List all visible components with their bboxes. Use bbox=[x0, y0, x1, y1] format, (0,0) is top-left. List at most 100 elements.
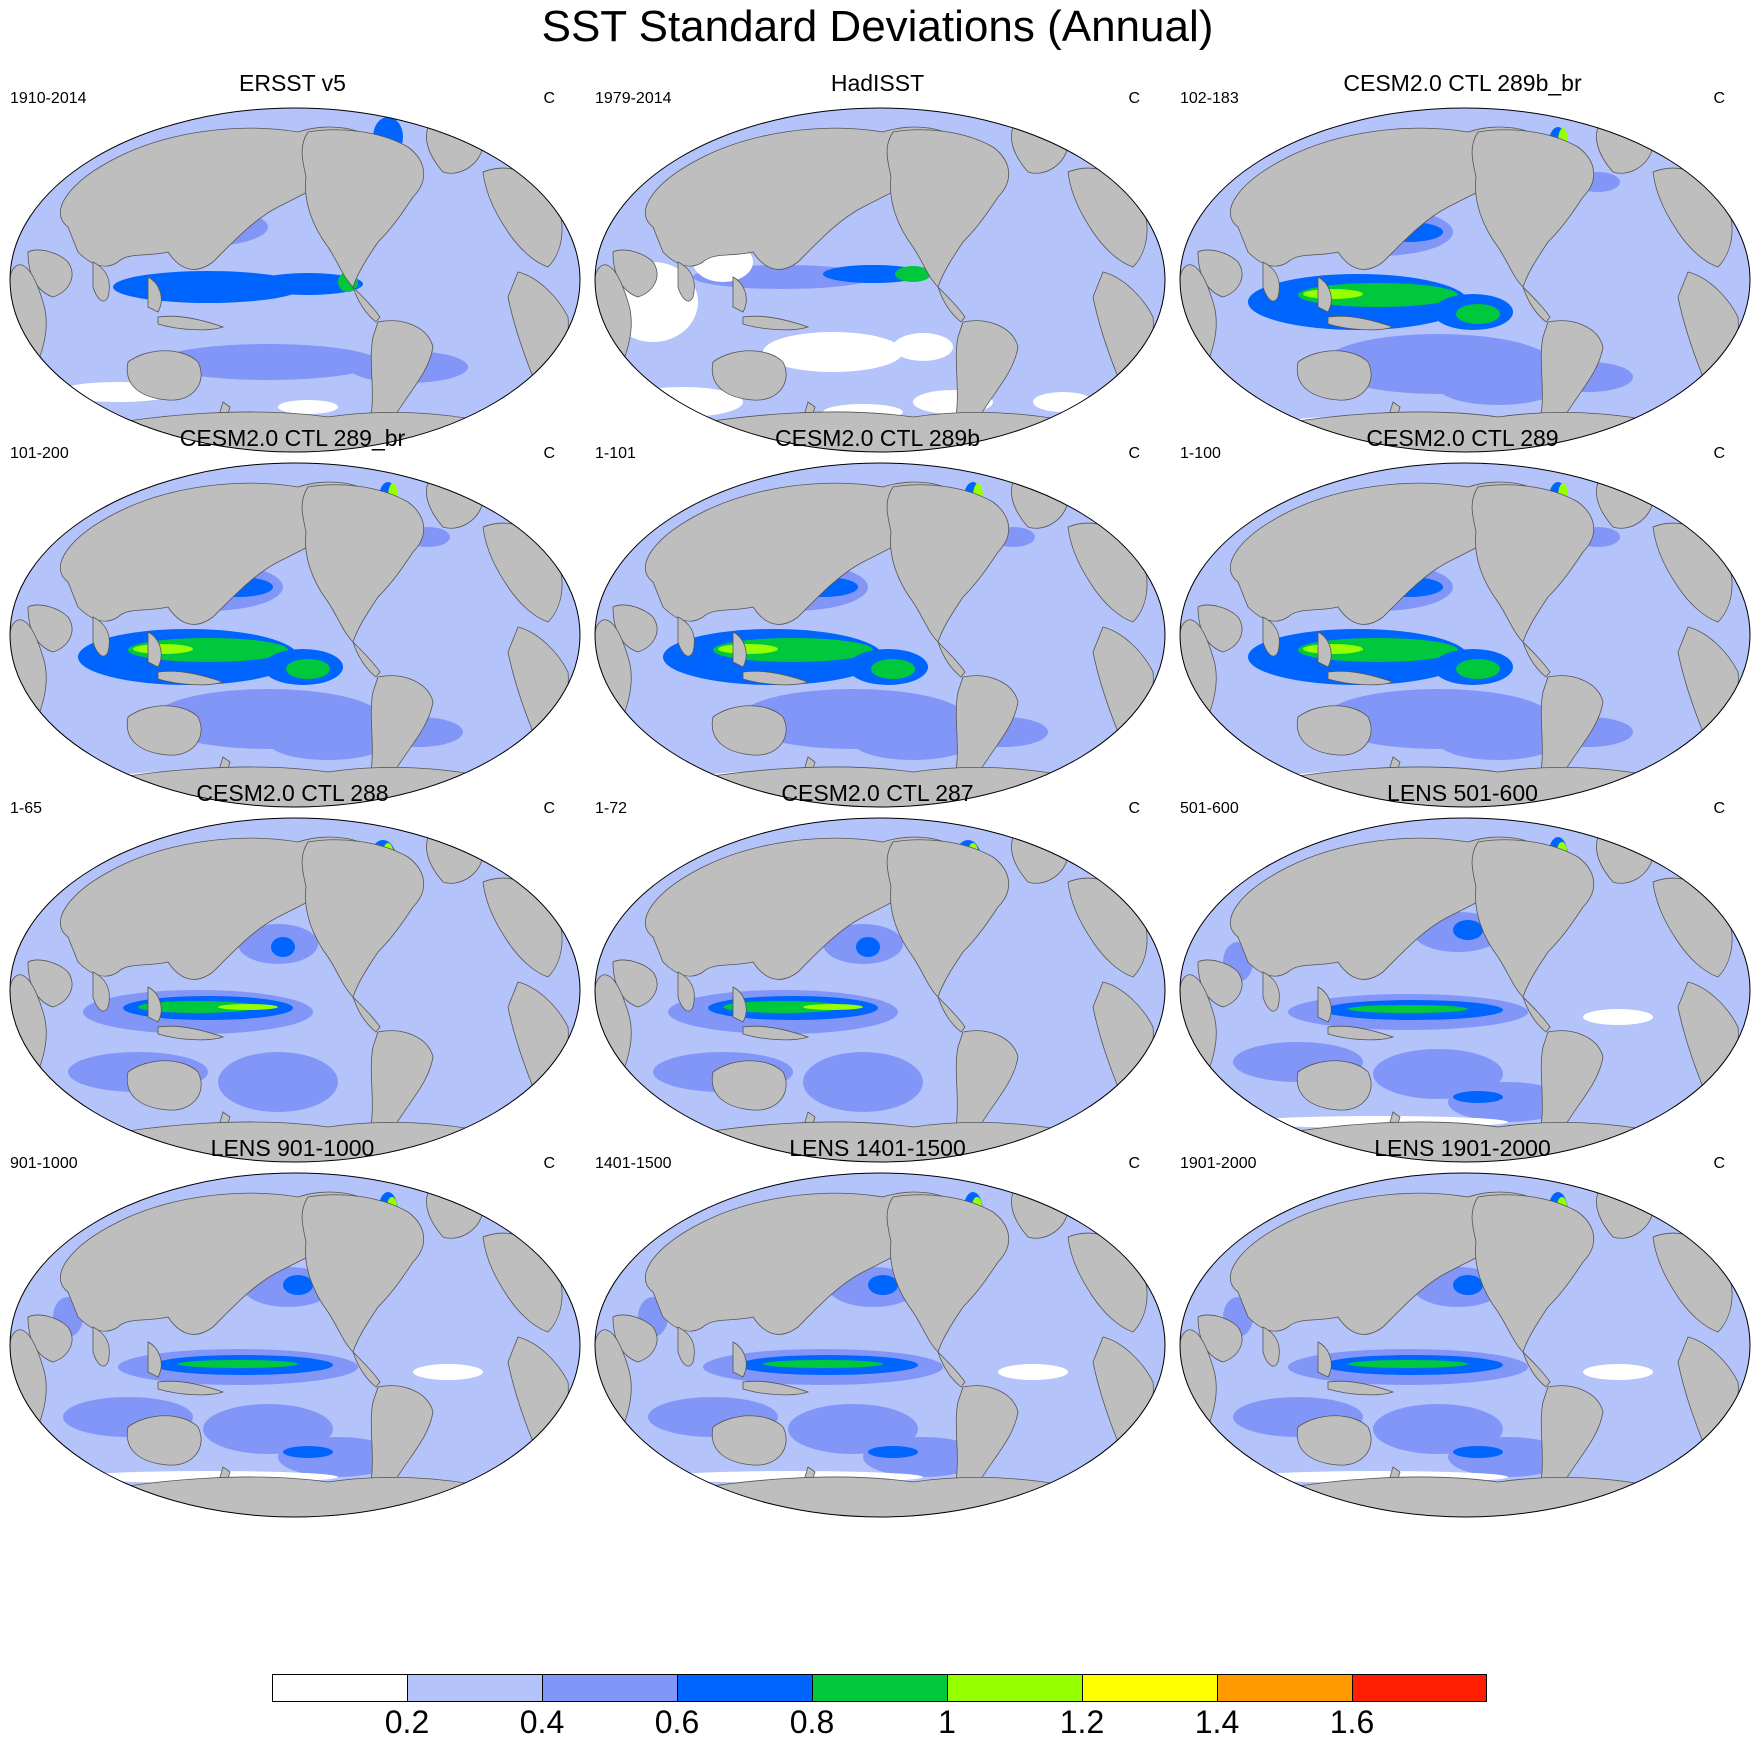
sst-contour-region bbox=[271, 937, 295, 957]
panel-unit: C bbox=[543, 1155, 555, 1172]
panel-unit: C bbox=[543, 90, 555, 107]
panel-title: CESM2.0 CTL 287 bbox=[781, 780, 974, 806]
land-australia bbox=[1296, 1415, 1372, 1466]
land-seasia bbox=[732, 276, 747, 313]
land-indonesia bbox=[157, 315, 225, 331]
panel-title: LENS 1401-1500 bbox=[789, 1135, 966, 1161]
land-indonesia bbox=[157, 670, 225, 686]
panel-period: 1-72 bbox=[595, 800, 628, 817]
map-panel: LENS 1901-2000 1901-2000 C bbox=[1170, 1135, 1755, 1525]
map-panel: CESM2.0 CTL 289b 1-101 C bbox=[585, 425, 1170, 815]
panel-period: 1910-2014 bbox=[10, 90, 87, 107]
land-namerica bbox=[886, 129, 1010, 288]
land-namerica bbox=[301, 839, 425, 998]
panel-title: LENS 901-1000 bbox=[210, 1135, 375, 1161]
map-border bbox=[1179, 817, 1751, 1163]
land-seasia bbox=[1317, 1341, 1332, 1378]
map-projection bbox=[594, 817, 1166, 1163]
land-namerica bbox=[1471, 484, 1595, 643]
panel-unit: C bbox=[1128, 1155, 1140, 1172]
land-centralam bbox=[937, 286, 966, 323]
map-projection bbox=[9, 817, 581, 1163]
land-centralam bbox=[352, 1351, 381, 1388]
panel-period: 501-600 bbox=[1180, 800, 1239, 817]
sst-contour-region bbox=[871, 659, 915, 679]
land-centralam bbox=[1522, 286, 1551, 323]
sst-contour-region bbox=[1298, 283, 1458, 307]
sst-contour-region bbox=[868, 1446, 918, 1458]
land-namerica bbox=[886, 484, 1010, 643]
panel-period: 1401-1500 bbox=[595, 1155, 672, 1172]
panel-title: LENS 1901-2000 bbox=[1374, 1135, 1551, 1161]
map-projection bbox=[9, 107, 581, 453]
sst-contour-region bbox=[856, 937, 880, 957]
map-projection bbox=[9, 1172, 581, 1518]
land-india bbox=[92, 971, 110, 1012]
sst-contour-region bbox=[283, 1275, 313, 1295]
map-panel: LENS 1401-1500 1401-1500 C bbox=[585, 1135, 1170, 1525]
sst-contour-region bbox=[283, 1446, 333, 1458]
panel-period: 1901-2000 bbox=[1180, 1155, 1257, 1172]
land-india bbox=[92, 261, 110, 302]
sst-contour-region bbox=[218, 1052, 338, 1112]
panel-period: 1979-2014 bbox=[595, 90, 672, 107]
panel-title: CESM2.0 CTL 289_br bbox=[179, 425, 406, 451]
land-centralam bbox=[937, 1351, 966, 1388]
panel-unit: C bbox=[543, 800, 555, 817]
sst-contour-region bbox=[823, 265, 923, 283]
map-border bbox=[594, 107, 1166, 453]
land-australia bbox=[711, 1060, 787, 1111]
panel-unit: C bbox=[1128, 800, 1140, 817]
land-australia bbox=[126, 1060, 202, 1111]
sst-contour-region bbox=[286, 659, 330, 679]
land-namerica bbox=[1471, 129, 1595, 288]
map-border bbox=[9, 1172, 581, 1518]
panel-title: CESM2.0 CTL 289 bbox=[1366, 425, 1559, 451]
land-australia bbox=[711, 350, 787, 401]
land-seasia bbox=[732, 631, 747, 668]
map-panel: ERSST v5 1910-2014 C bbox=[0, 70, 585, 460]
land-australia bbox=[711, 705, 787, 756]
map-border bbox=[594, 1172, 1166, 1518]
sst-contour-region bbox=[1348, 1005, 1468, 1013]
sst-contour-region bbox=[1453, 1275, 1483, 1295]
land-australia bbox=[126, 1415, 202, 1466]
sst-contour-region bbox=[1303, 644, 1363, 654]
land-seasia bbox=[147, 276, 162, 313]
land-india bbox=[677, 1326, 695, 1367]
sst-contour-region bbox=[133, 644, 193, 654]
panel-unit: C bbox=[1713, 800, 1725, 817]
sst-contour-region bbox=[1456, 659, 1500, 679]
map-projection bbox=[1179, 462, 1751, 808]
map-projection bbox=[594, 107, 1166, 453]
land-australia bbox=[711, 1415, 787, 1466]
land-australia bbox=[126, 350, 202, 401]
map-border bbox=[1179, 462, 1751, 808]
sst-contour-region bbox=[178, 1360, 298, 1368]
land-namerica bbox=[301, 1194, 425, 1353]
map-panel: LENS 501-600 501-600 C bbox=[1170, 780, 1755, 1170]
land-seasia bbox=[732, 986, 747, 1023]
sst-contour-region bbox=[723, 1001, 843, 1013]
sst-contour-region bbox=[1453, 1446, 1503, 1458]
panel-title: CESM2.0 CTL 288 bbox=[196, 780, 389, 806]
land-indonesia bbox=[157, 1025, 225, 1041]
panel-unit: C bbox=[1713, 445, 1725, 462]
sst-contour-region bbox=[1298, 638, 1458, 662]
map-projection bbox=[1179, 817, 1751, 1163]
sst-contour-region bbox=[763, 332, 903, 372]
land-centralam bbox=[937, 641, 966, 678]
panel-unit: C bbox=[1713, 90, 1725, 107]
map-border bbox=[594, 817, 1166, 1163]
sst-contour-region bbox=[803, 1052, 923, 1112]
sst-contour-region bbox=[1583, 1364, 1653, 1380]
panel-period: 1-65 bbox=[10, 800, 43, 817]
sst-contour-region bbox=[1453, 1091, 1503, 1103]
map-projection bbox=[1179, 1172, 1751, 1518]
land-centralam bbox=[352, 286, 381, 323]
sst-contour-region bbox=[1438, 369, 1558, 405]
land-indonesia bbox=[1327, 1025, 1395, 1041]
land-seasia bbox=[1317, 631, 1332, 668]
land-india bbox=[677, 261, 695, 302]
